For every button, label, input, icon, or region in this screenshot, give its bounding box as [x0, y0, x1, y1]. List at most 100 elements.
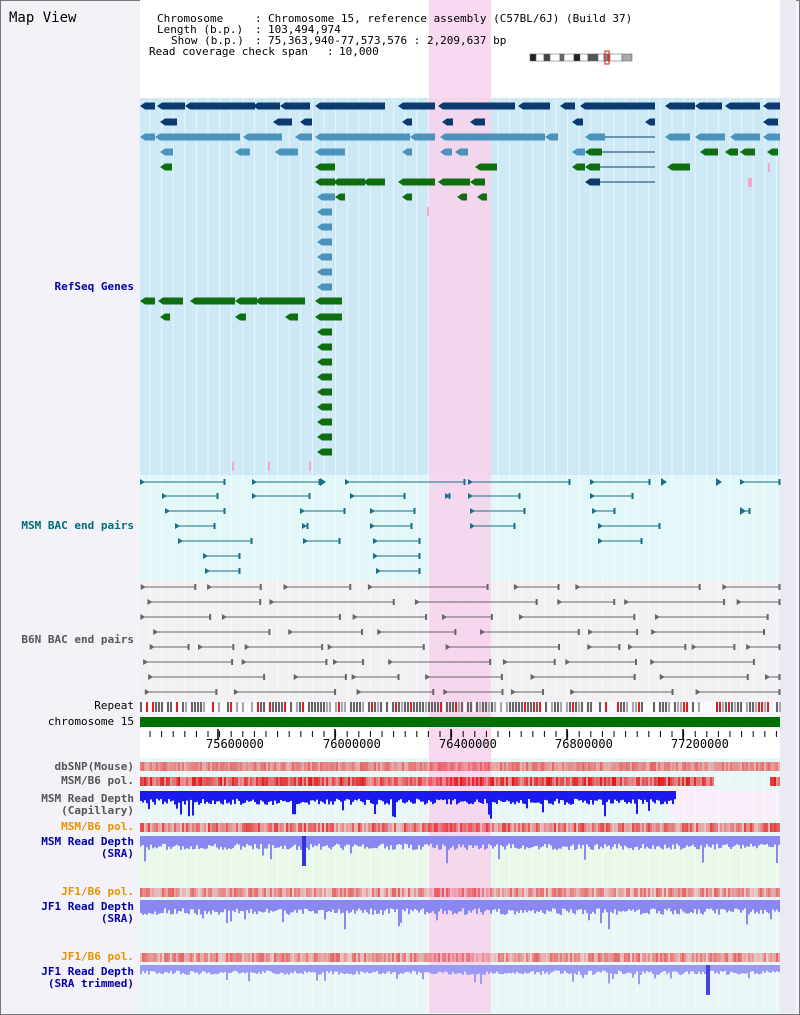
- heat-mark: [522, 953, 524, 962]
- heat-mark: [470, 823, 472, 832]
- depth-mark: [698, 900, 700, 910]
- heat-mark: [550, 888, 552, 897]
- depth-mark: [360, 836, 362, 847]
- gene-arrow: [157, 102, 162, 110]
- depth-mark: [470, 791, 472, 804]
- track-label-msm-bac[interactable]: MSM BAC end pairs: [21, 519, 134, 532]
- gene-arrow: [140, 133, 145, 141]
- depth-mark: [456, 791, 458, 805]
- heat-mark: [276, 823, 278, 832]
- depth-mark: [444, 836, 446, 846]
- heat-mark: [468, 953, 470, 962]
- heat-mark: [480, 888, 482, 897]
- depth-mark: [196, 791, 198, 802]
- depth-mark: [428, 836, 430, 846]
- depth-mark: [268, 836, 270, 845]
- heat-mark: [492, 777, 494, 786]
- heat-mark: [142, 762, 144, 771]
- depth-mark: [490, 836, 492, 846]
- heat-mark: [326, 888, 328, 897]
- depth-mark: [220, 900, 222, 913]
- depth-mark: [464, 965, 466, 972]
- heat-mark: [506, 823, 508, 832]
- depth-mark: [650, 836, 652, 849]
- track-label-refseq[interactable]: RefSeq Genes: [54, 280, 134, 293]
- heat-mark: [392, 953, 394, 962]
- heat-mark: [582, 823, 584, 832]
- depth-mark: [540, 836, 542, 848]
- heat-mark: [512, 953, 514, 962]
- depth-mark: [330, 900, 332, 913]
- heat-mark: [228, 888, 230, 897]
- depth-mark: [676, 965, 678, 972]
- heat-mark: [210, 823, 212, 832]
- repeat-mark: [389, 702, 391, 712]
- depth-mark: [714, 900, 716, 914]
- depth-mark: [158, 965, 160, 973]
- heat-mark: [470, 888, 472, 897]
- depth-mark: [246, 791, 248, 801]
- heat-mark: [350, 762, 352, 771]
- repeat-mark: [734, 702, 736, 712]
- depth-mark: [660, 836, 662, 849]
- depth-mark: [534, 900, 536, 914]
- heat-mark: [372, 762, 374, 771]
- heat-mark: [638, 953, 640, 962]
- heat-mark: [344, 777, 346, 786]
- heat-mark: [396, 777, 398, 786]
- heat-mark: [226, 953, 228, 962]
- depth-mark: [518, 791, 520, 803]
- heat-mark: [772, 762, 774, 771]
- heat-mark: [452, 888, 454, 897]
- heat-mark: [386, 823, 388, 832]
- heat-mark: [698, 823, 700, 832]
- heat-mark: [648, 823, 650, 832]
- heat-mark: [232, 888, 234, 897]
- depth-mark: [184, 900, 186, 914]
- heat-mark: [256, 777, 258, 786]
- gene-feature: [280, 148, 298, 156]
- track-label-b6n-bac[interactable]: B6N BAC end pairs: [21, 633, 134, 646]
- depth-mark: [250, 965, 252, 973]
- heat-mark: [614, 777, 616, 786]
- heat-mark: [444, 888, 446, 897]
- bac-end: [238, 553, 241, 559]
- gene-feature: [745, 148, 755, 156]
- depth-mark: [616, 965, 618, 975]
- heat-mark: [554, 762, 556, 771]
- heat-mark: [342, 777, 344, 786]
- gene-arrow: [255, 297, 260, 305]
- heat-mark: [142, 777, 144, 786]
- heat-mark: [188, 762, 190, 771]
- heat-mark: [306, 777, 308, 786]
- heat-mark: [150, 823, 152, 832]
- depth-mark: [360, 965, 362, 972]
- heat-mark: [510, 823, 512, 832]
- bac-end: [671, 689, 674, 695]
- heat-mark: [396, 888, 398, 897]
- depth-mark: [594, 836, 596, 846]
- depth-mark: [390, 965, 392, 975]
- repeat-mark: [260, 702, 262, 712]
- bac-end: [148, 674, 154, 680]
- heat-mark: [286, 777, 288, 786]
- track-label-msm-depth-sra: MSM Read Depth (SRA): [41, 835, 134, 860]
- depth-mark: [610, 965, 612, 974]
- depth-mark: [414, 791, 416, 804]
- depth-mark: [562, 965, 564, 974]
- depth-mark: [284, 791, 286, 801]
- depth-mark: [532, 900, 534, 910]
- depth-mark: [336, 965, 338, 972]
- heat-mark: [534, 762, 536, 771]
- depth-mark: [238, 791, 240, 801]
- heat-mark: [516, 888, 518, 897]
- heat-mark: [222, 888, 224, 897]
- heat-mark: [648, 777, 650, 786]
- bac-end: [778, 584, 781, 590]
- heat-mark: [518, 823, 520, 832]
- depth-mark: [526, 836, 528, 848]
- depth-mark: [198, 965, 200, 975]
- heat-mark: [596, 777, 598, 786]
- heat-mark: [160, 953, 162, 962]
